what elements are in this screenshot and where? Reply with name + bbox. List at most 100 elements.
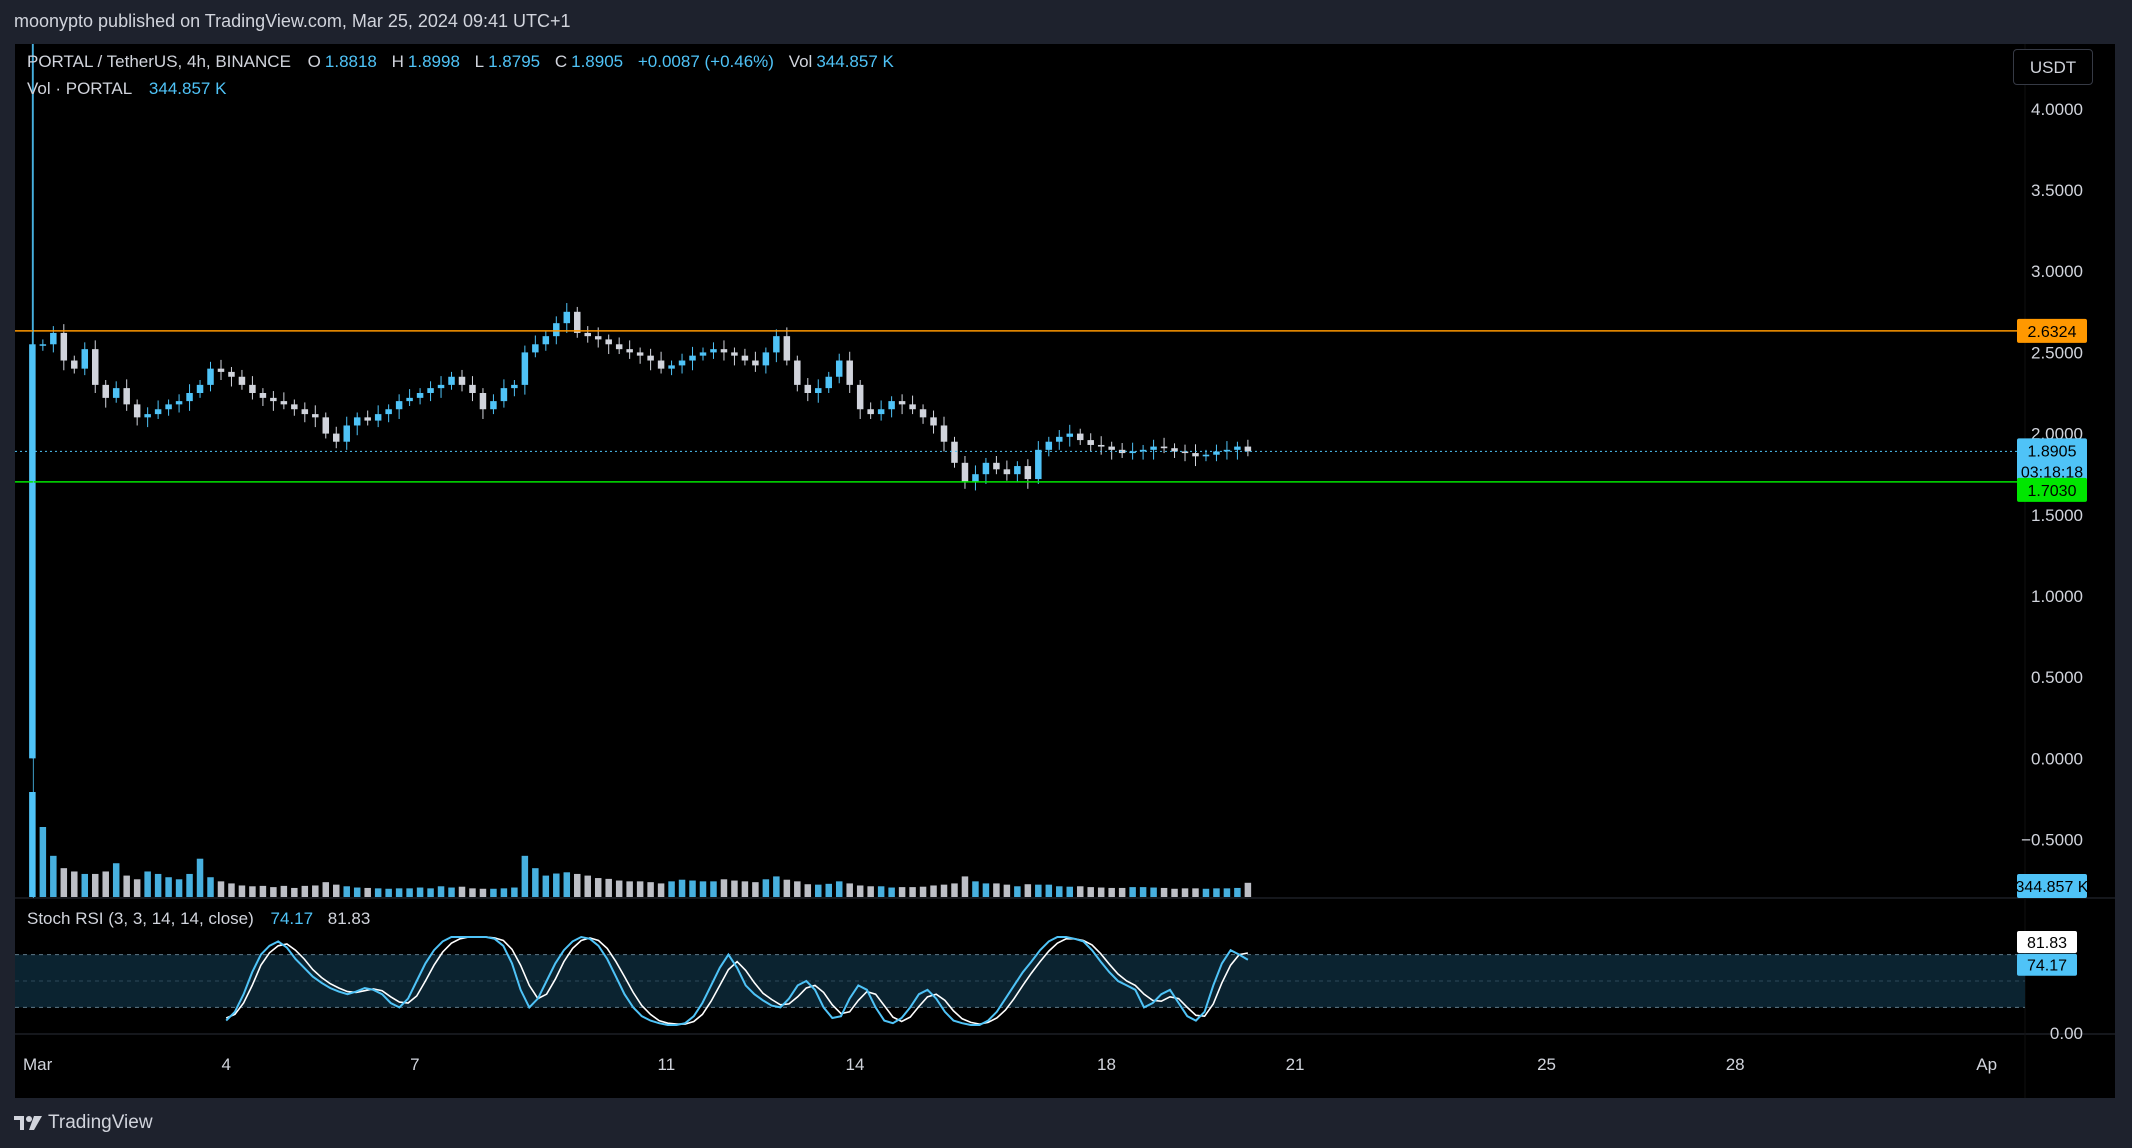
volume-bar xyxy=(1202,888,1210,897)
volume-bar xyxy=(50,855,57,897)
volume-bar xyxy=(1024,884,1032,897)
volume-bar xyxy=(773,876,780,897)
last-price-tag-text: 1.8905 xyxy=(2028,443,2077,460)
candle-body xyxy=(825,376,832,389)
candle-body xyxy=(972,474,979,483)
candle-body xyxy=(574,311,581,333)
volume-bar xyxy=(385,888,392,897)
volume-bar xyxy=(710,881,717,897)
candle-body xyxy=(678,360,686,366)
x-tick-label: Mar xyxy=(23,1055,53,1074)
resistance-price-tag-text: 2.6324 xyxy=(2028,324,2077,341)
volume-bar xyxy=(919,886,927,897)
candle-body xyxy=(280,401,288,405)
candle-body xyxy=(1097,444,1105,447)
volume-bar xyxy=(1160,887,1168,897)
candle-body xyxy=(333,433,340,442)
symbol-title[interactable]: PORTAL / TetherUS, 4h, BINANCE xyxy=(27,52,291,71)
candle-body xyxy=(39,344,47,346)
candle-body xyxy=(301,409,309,415)
candle-body xyxy=(741,355,749,361)
candle-body xyxy=(636,352,644,356)
candle-body xyxy=(951,441,958,463)
candle-body xyxy=(532,344,539,353)
publish-bar: moonypto published on TradingView.com, M… xyxy=(0,0,2132,44)
volume-tag: 344.857 K xyxy=(2016,874,2089,898)
volume-series-value: 344.857 K xyxy=(148,79,227,98)
volume-bar xyxy=(815,884,822,897)
volume-bar xyxy=(553,873,560,897)
low-label: L xyxy=(474,52,485,71)
volume-bar xyxy=(312,885,319,897)
candle-body xyxy=(112,388,120,398)
volume-bar xyxy=(427,888,434,897)
candle-body xyxy=(909,404,916,410)
x-tick-label: 11 xyxy=(658,1055,676,1074)
volume-bar xyxy=(731,880,738,897)
volume-bar xyxy=(594,878,602,897)
stoch-d-tag: 81.83 xyxy=(2017,930,2077,953)
volume-bar xyxy=(154,873,162,897)
candle-body xyxy=(364,417,371,421)
last-price-tag-bg xyxy=(2017,438,2087,485)
candle-body xyxy=(437,384,445,389)
volume-bar xyxy=(867,886,874,897)
candle-body xyxy=(511,384,518,389)
volume-bar xyxy=(165,877,172,897)
chart-canvas[interactable]: 4.00003.50003.00002.50002.00001.50001.00… xyxy=(15,44,2115,1098)
candle-body xyxy=(249,384,256,393)
volume-bar xyxy=(1181,888,1189,897)
volume-series-label[interactable]: Vol · PORTAL xyxy=(27,79,133,98)
volume-bar xyxy=(207,877,214,897)
candle-body xyxy=(50,332,57,345)
candle-body xyxy=(154,409,162,415)
candle-body xyxy=(1244,446,1252,452)
volume-bar xyxy=(29,792,36,897)
volume-bar xyxy=(1056,886,1063,897)
x-tick-label: 14 xyxy=(846,1055,865,1074)
candle-body xyxy=(385,409,392,415)
volume-bar xyxy=(301,885,309,897)
candle-body xyxy=(940,425,948,442)
volume-bar xyxy=(259,885,267,897)
volume-bar xyxy=(186,873,193,897)
volume-bar xyxy=(689,880,696,897)
candle-body xyxy=(479,392,487,410)
vol-label: Vol xyxy=(788,52,813,71)
stoch-label[interactable]: Stoch RSI (3, 3, 14, 14, close) xyxy=(27,909,254,928)
publish-info: moonypto published on TradingView.com, M… xyxy=(14,11,571,31)
tradingview-logo[interactable]: TradingView xyxy=(14,1112,153,1134)
volume-legend: Vol · PORTAL 344.857 K xyxy=(27,79,236,99)
candle-body xyxy=(898,401,906,405)
candle-body xyxy=(217,368,225,372)
stoch-k-line xyxy=(225,935,1249,1026)
volume-bar xyxy=(469,888,476,897)
candle-body xyxy=(584,332,591,337)
chart-frame[interactable]: 4.0000 3.5000 3.0000 2.5000 2.0000 1.5000 1.00… xyxy=(15,44,2115,1098)
volume-bar xyxy=(1192,888,1199,897)
currency-button[interactable]: USDT xyxy=(2013,49,2093,85)
volume-bar xyxy=(91,873,99,897)
stoch-k-tag: 74.17 xyxy=(2017,953,2077,976)
candle-body xyxy=(1181,451,1189,454)
volume-bar xyxy=(720,879,728,897)
volume-bar xyxy=(112,863,120,897)
resistance-price-tag-bg xyxy=(2017,318,2087,343)
candle-body xyxy=(615,344,623,350)
volume-bar xyxy=(448,887,455,897)
volume-bar xyxy=(1129,887,1136,897)
candle-body xyxy=(563,311,571,324)
candle-body xyxy=(521,352,529,385)
volume-bar xyxy=(270,887,277,897)
volume-bar xyxy=(909,887,916,897)
y-tick-label: 2.5000 xyxy=(2031,343,2083,362)
candle-body xyxy=(657,360,665,369)
volume-bar xyxy=(783,879,791,897)
volume-bar xyxy=(1108,887,1115,897)
volume-bar xyxy=(521,855,529,897)
volume-tag-bg xyxy=(2017,874,2087,898)
candle-body xyxy=(1014,466,1021,475)
candle-body xyxy=(207,368,214,385)
y-tick-label: 0.0000 xyxy=(2031,749,2083,768)
x-tick-label: 21 xyxy=(1286,1055,1305,1074)
